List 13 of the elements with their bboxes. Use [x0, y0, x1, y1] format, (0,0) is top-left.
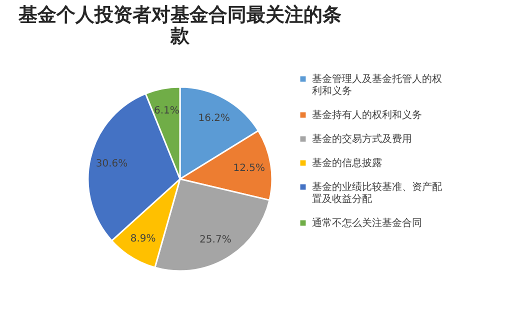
- legend-label: 通常不怎么关注基金合同: [312, 217, 422, 229]
- data-label: 12.5%: [233, 162, 265, 174]
- chart-title: 基金个人投资者对基金合同最关注的条款: [18, 4, 342, 47]
- data-label: 30.6%: [96, 158, 128, 170]
- legend-label: 基金的业绩比较基准、资产配置及收益分配: [312, 181, 442, 205]
- data-label: 8.9%: [130, 233, 156, 244]
- legend-label: 基金持有人的权利和义务: [312, 109, 422, 121]
- data-label: 25.7%: [200, 234, 232, 246]
- data-label: 16.2%: [198, 112, 230, 124]
- legend-label: 基金的交易方式及费用: [312, 133, 412, 145]
- legend-label: 基金管理人及基金托管人的权利和义务: [312, 73, 442, 97]
- legend-label: 基金的信息披露: [312, 157, 382, 169]
- data-label: 6.1%: [154, 105, 180, 116]
